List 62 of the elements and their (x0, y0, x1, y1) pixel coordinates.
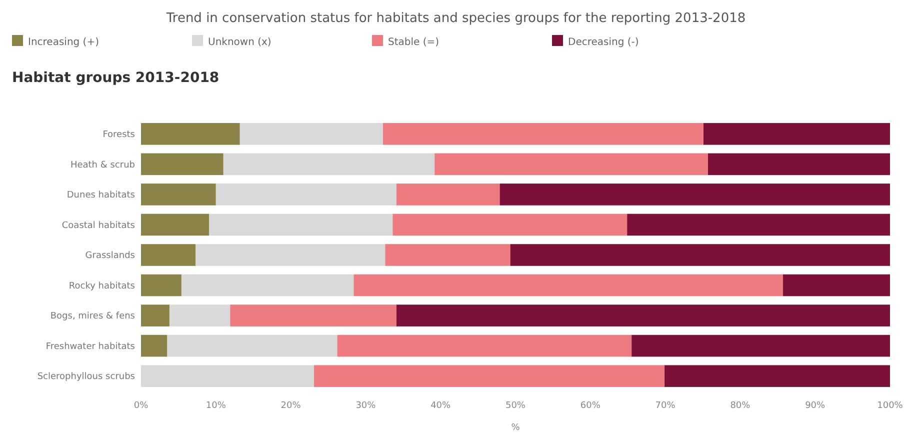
bar (627, 214, 890, 236)
bar (141, 274, 182, 296)
bar (314, 365, 665, 387)
legend-label: Unknown (x) (208, 37, 272, 48)
legend-label: Stable (=) (388, 37, 440, 48)
bar (141, 184, 216, 206)
bar (141, 214, 210, 236)
bar (708, 153, 890, 176)
bar (209, 214, 393, 236)
bar (167, 334, 338, 357)
x-tick-label: 60% (580, 401, 601, 411)
bar (240, 123, 383, 145)
bar (141, 244, 196, 266)
y-tick-label: Rocky habitats (68, 281, 136, 292)
chart-subtitle: Habitat groups 2013-2018 (12, 70, 220, 86)
bar (354, 274, 783, 296)
y-tick-label: Heath & scrub (70, 160, 136, 170)
bar (141, 365, 314, 387)
legend-label: Increasing (+) (28, 37, 100, 48)
bar (385, 244, 510, 266)
bar (196, 244, 386, 266)
bar (230, 304, 396, 326)
bar (141, 334, 168, 357)
bar (141, 304, 170, 326)
x-tick-label: 90% (805, 401, 826, 411)
bar (782, 274, 890, 296)
y-tick-label: Sclerophyllous scrubs (37, 372, 136, 382)
x-tick-label: 20% (280, 401, 302, 411)
y-tick-label: Forests (102, 130, 136, 140)
chart-title: Trend in conservation status for habitats and species groups for the reporting 2013-2018 (165, 11, 746, 26)
bar (500, 184, 890, 206)
bar (704, 123, 890, 145)
bar (510, 244, 890, 266)
x-tick-label: 30% (356, 401, 376, 411)
bar (632, 334, 890, 357)
bar (181, 274, 354, 296)
x-tick-label: 100% (877, 401, 904, 411)
x-tick-label: 10% (206, 401, 226, 411)
bar (337, 334, 632, 357)
y-tick-label: Coastal habitats (62, 220, 136, 231)
x-axis-title: % (511, 423, 520, 433)
bar (141, 153, 224, 176)
x-tick-label: 80% (730, 401, 751, 411)
bar (392, 214, 628, 236)
bar (141, 123, 240, 145)
legend-label: Decreasing (-) (568, 37, 639, 48)
bar (396, 304, 890, 326)
bar (223, 153, 435, 176)
y-tick-label: Freshwater habitats (46, 342, 136, 352)
y-tick-label: Grasslands (85, 251, 136, 262)
bar (434, 153, 708, 176)
x-tick-label: 0% (134, 401, 149, 411)
x-tick-label: 50% (505, 401, 526, 411)
bar (216, 184, 396, 206)
bar (382, 123, 704, 145)
bar (169, 304, 230, 326)
y-tick-label: Dunes habitats (66, 190, 136, 201)
x-tick-label: 70% (655, 401, 676, 411)
bar (664, 365, 890, 387)
y-tick-label: Bogs, mires & fens (50, 312, 136, 322)
x-tick-label: 40% (430, 401, 452, 411)
bar (396, 184, 500, 206)
